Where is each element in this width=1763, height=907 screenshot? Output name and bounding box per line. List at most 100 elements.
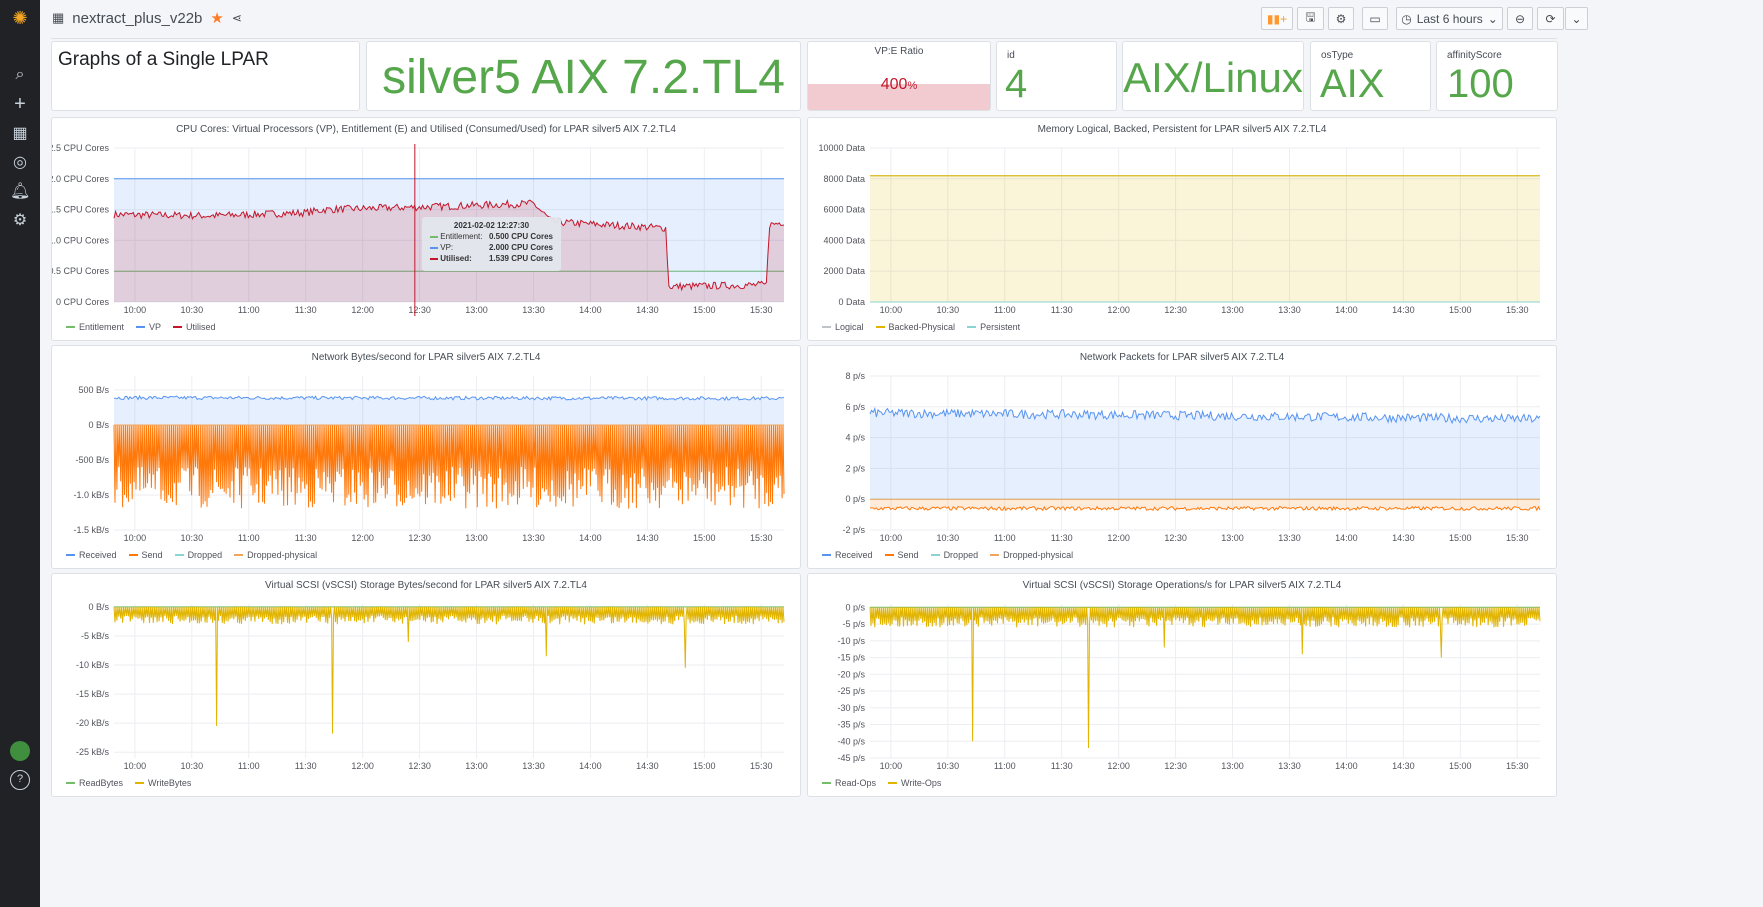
- x-tick-label: 13:30: [1278, 305, 1301, 315]
- legend-swatch: [66, 782, 75, 784]
- x-tick-label: 11:00: [994, 533, 1016, 543]
- explore-icon[interactable]: ◎: [13, 154, 27, 171]
- legend-item[interactable]: Persistent: [967, 322, 1020, 332]
- legend-item[interactable]: Dropped: [930, 550, 979, 560]
- legend-item[interactable]: Send: [128, 550, 163, 560]
- dashboards-icon: ▦: [52, 10, 65, 25]
- y-tick-label: -35 p/s: [837, 720, 865, 730]
- star-icon[interactable]: ★: [210, 10, 224, 27]
- tv-mode-button[interactable]: ▭: [1362, 7, 1388, 30]
- panel-title[interactable]: Memory Logical, Backed, Persistent for L…: [1037, 124, 1327, 135]
- graph-canvas[interactable]: 10:00 10:30 11:00 11:30 12:00 12:30 13:00 13:30…: [808, 346, 1557, 569]
- legend-label: Backed-Physical: [888, 322, 956, 332]
- tooltip-row: Utilised: 1.539 CPU Cores: [430, 254, 553, 263]
- legend-item[interactable]: VP: [136, 322, 161, 332]
- dashboard-settings-button[interactable]: ⚙: [1328, 7, 1354, 30]
- time-range-label: Last 6 hours: [1416, 11, 1483, 26]
- panel-title[interactable]: Virtual SCSI (vSCSI) Storage Operations/…: [1022, 580, 1342, 591]
- x-tick-label: 10:30: [937, 533, 960, 543]
- legend-label: Dropped: [943, 550, 979, 560]
- x-tick-label: 13:30: [1278, 761, 1301, 771]
- user-avatar[interactable]: [10, 741, 30, 761]
- y-tick-label: 8 p/s: [845, 371, 865, 381]
- legend-item[interactable]: Dropped-physical: [990, 550, 1073, 560]
- refresh-interval-dropdown[interactable]: ⌄: [1565, 7, 1588, 30]
- x-tick-label: 10:00: [124, 533, 147, 543]
- graph-canvas[interactable]: 10:00 10:30 11:00 11:30 12:00 12:30 13:00 13:30…: [52, 346, 801, 569]
- x-tick-label: 13:30: [522, 533, 545, 543]
- y-tick-label: -45 p/s: [837, 753, 865, 763]
- alert-bell-icon[interactable]: 🔔︎: [10, 183, 31, 200]
- grafana-logo[interactable]: ✺: [12, 8, 28, 28]
- tooltip-row: Entitlement: 0.500 CPU Cores: [430, 232, 553, 241]
- x-tick-label: 12:00: [351, 305, 374, 315]
- legend-item[interactable]: Received: [822, 550, 873, 560]
- x-tick-label: 15:00: [693, 761, 716, 771]
- x-tick-label: 12:00: [351, 533, 374, 543]
- dashboards-icon[interactable]: ▦: [12, 125, 28, 142]
- time-range-picker[interactable]: ◷ Last 6 hours ⌄: [1396, 7, 1503, 30]
- share-icon[interactable]: ⋖: [231, 11, 242, 25]
- platform-panel: AIX/Linux: [1122, 41, 1304, 111]
- legend-swatch: [990, 554, 1000, 556]
- refresh-button[interactable]: ⟳: [1537, 7, 1564, 30]
- graph-canvas[interactable]: 10:00 10:30 11:00 11:30 12:00 12:30 13:00 13:30…: [808, 574, 1557, 797]
- vpe-value-number: 400: [880, 76, 908, 93]
- x-tick-label: 14:30: [1392, 761, 1415, 771]
- legend-item[interactable]: Write-Ops: [888, 778, 941, 788]
- panel-title[interactable]: Network Bytes/second for LPAR silver5 AI…: [311, 352, 541, 363]
- search-icon[interactable]: ⌕: [15, 66, 25, 83]
- legend-item[interactable]: Backed-Physical: [875, 322, 956, 332]
- graph-canvas[interactable]: 10:00 10:30 11:00 11:30 12:00 12:30 13:00 13:30…: [808, 118, 1557, 341]
- x-tick-label: 11:30: [1051, 305, 1073, 315]
- panel-title[interactable]: CPU Cores: Virtual Processors (VP), Enti…: [176, 124, 676, 135]
- legend-label: VP: [149, 322, 162, 332]
- legend-item[interactable]: WriteBytes: [135, 778, 191, 788]
- y-tick-label: -500 B/s: [75, 455, 109, 465]
- legend-item[interactable]: Utilised: [173, 322, 216, 332]
- y-tick-label: -25 p/s: [837, 686, 865, 696]
- sidebar: ✺ ⌕ + ▦ ◎ 🔔︎ ⚙ ?: [0, 0, 40, 907]
- legend-label: Write-Ops: [901, 778, 942, 788]
- x-tick-label: 11:00: [238, 761, 260, 771]
- legend-swatch: [875, 326, 885, 328]
- legend-item[interactable]: Received: [66, 550, 117, 560]
- gear-icon[interactable]: ⚙: [12, 212, 28, 229]
- x-tick-label: 13:30: [522, 761, 545, 771]
- panel-title[interactable]: Network Packets for LPAR silver5 AIX 7.2…: [1079, 352, 1285, 363]
- y-tick-label: 0 Data: [838, 297, 865, 307]
- legend-item[interactable]: Logical: [822, 322, 864, 332]
- plus-icon[interactable]: +: [14, 93, 26, 115]
- y-tick-label: 2000 Data: [823, 266, 865, 276]
- legend-item[interactable]: Dropped: [174, 550, 222, 560]
- legend-label: ReadBytes: [79, 778, 124, 788]
- tooltip-value: 1.539 CPU Cores: [488, 254, 553, 263]
- legend-item[interactable]: Dropped-physical: [234, 550, 317, 560]
- graph-canvas[interactable]: 10:00 10:30 11:00 11:30 12:00 12:30 13:00 13:30…: [52, 574, 801, 797]
- legend-label: Logical: [835, 322, 864, 332]
- help-icon[interactable]: ?: [10, 770, 30, 790]
- y-tick-label: -1.0 kB/s: [73, 490, 109, 500]
- y-tick-label: 500 B/s: [78, 385, 109, 395]
- x-tick-label: 15:00: [1449, 533, 1472, 543]
- legend-item[interactable]: Entitlement: [66, 322, 124, 332]
- netbytes-graph-panel: Network Bytes/second for LPAR silver5 AI…: [51, 345, 801, 569]
- save-dashboard-button[interactable]: 🖫︎: [1297, 7, 1324, 30]
- tooltip-label: VP:: [440, 243, 454, 252]
- zoom-out-button[interactable]: ⊖: [1507, 7, 1533, 30]
- x-tick-label: 11:30: [295, 533, 317, 543]
- legend-item[interactable]: Send: [884, 550, 919, 560]
- legend-item[interactable]: Read-Ops: [822, 778, 876, 788]
- y-tick-label: 4000 Data: [823, 235, 865, 245]
- legend-label: WriteBytes: [148, 778, 192, 788]
- tooltip-value: 0.500 CPU Cores: [488, 232, 553, 241]
- legend-item[interactable]: ReadBytes: [66, 778, 123, 788]
- x-tick-label: 12:00: [1107, 761, 1130, 771]
- x-tick-label: 15:00: [1449, 305, 1472, 315]
- add-panel-button[interactable]: ▮▮+: [1261, 7, 1293, 30]
- x-tick-label: 14:30: [636, 761, 659, 771]
- scsiops-graph-panel: Virtual SCSI (vSCSI) Storage Operations/…: [807, 573, 1557, 797]
- panel-title[interactable]: Virtual SCSI (vSCSI) Storage Bytes/secon…: [265, 580, 587, 591]
- dashboard-title[interactable]: nextract_plus_v22b: [72, 9, 203, 27]
- series-fill-send: [870, 499, 1540, 511]
